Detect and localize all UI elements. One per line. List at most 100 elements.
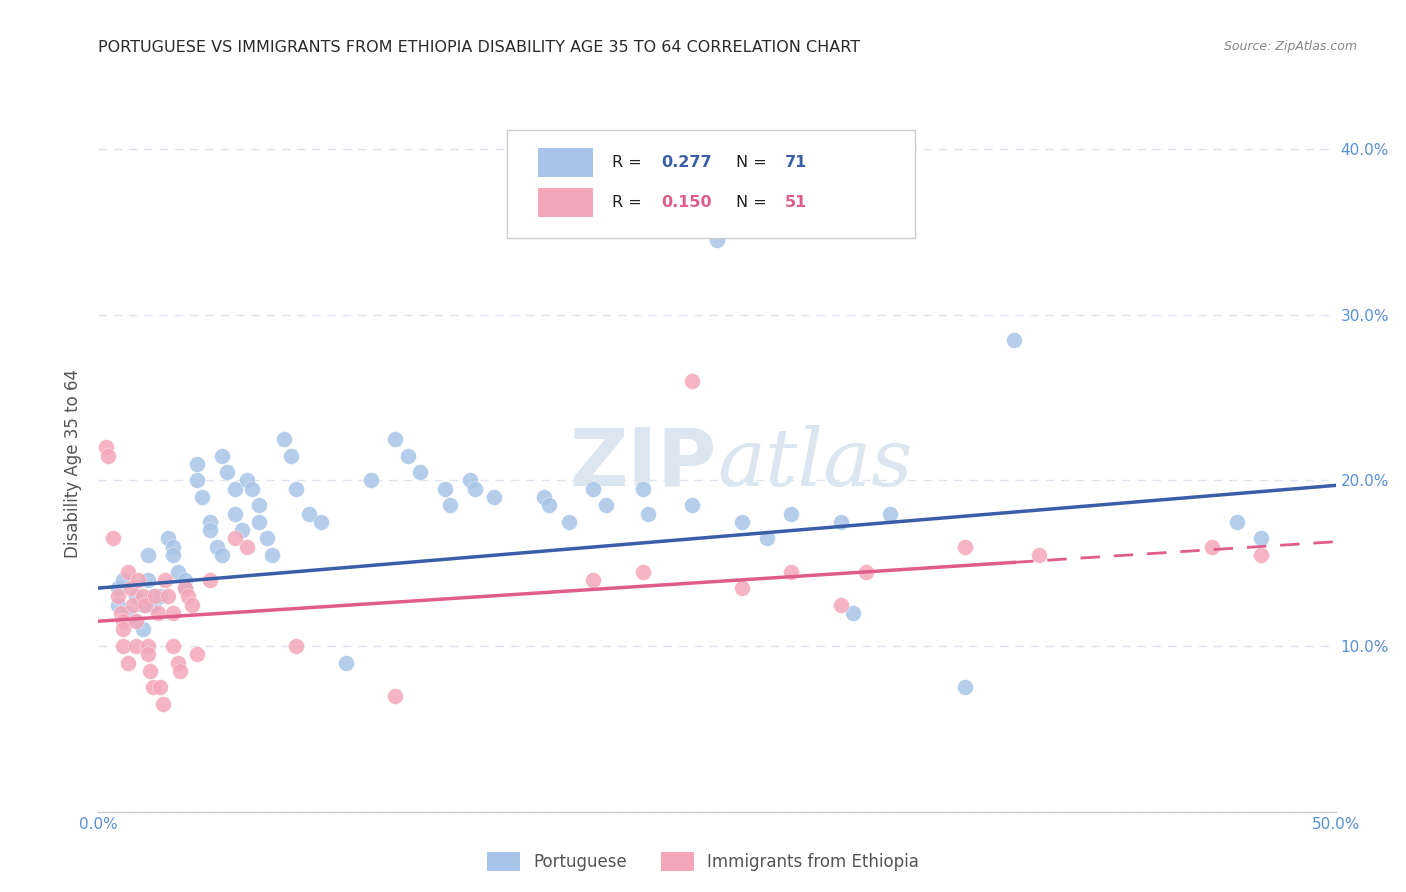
Point (142, 681, 165, 695)
Point (162, 606, 184, 620)
Point (112, 614, 135, 628)
Point (484, 490, 506, 504)
Point (174, 581, 197, 595)
Point (298, 507, 321, 521)
Point (537, 498, 560, 512)
Point (152, 697, 174, 711)
Text: N =: N = (735, 195, 772, 211)
Text: R =: R = (612, 155, 647, 170)
Point (132, 590, 155, 604)
Point (124, 614, 146, 628)
Point (139, 664, 162, 678)
Point (132, 623, 155, 637)
Point (830, 515, 852, 529)
Text: Source: ZipAtlas.com: Source: ZipAtlas.com (1223, 40, 1357, 54)
Point (110, 606, 132, 620)
Point (124, 614, 146, 628)
Point (1028, 548, 1050, 562)
Point (681, 498, 703, 512)
Point (124, 639, 146, 653)
Point (176, 590, 198, 604)
Point (224, 482, 246, 496)
Point (1250, 548, 1272, 562)
Point (631, 565, 654, 579)
Point (240, 482, 263, 496)
Point (439, 498, 461, 512)
Point (124, 590, 146, 604)
Point (166, 565, 188, 579)
Point (217, 465, 239, 479)
Point (582, 482, 605, 496)
Point (117, 606, 139, 620)
Point (247, 515, 270, 529)
Point (384, 432, 406, 446)
Point (582, 573, 605, 587)
Point (112, 623, 135, 637)
Point (247, 498, 270, 512)
Point (149, 681, 172, 695)
FancyBboxPatch shape (537, 148, 593, 178)
Point (533, 490, 555, 504)
Point (186, 474, 208, 488)
Point (273, 432, 295, 446)
Text: PORTUGUESE VS IMMIGRANTS FROM ETHIOPIA DISABILITY AGE 35 TO 64 CORRELATION CHART: PORTUGUESE VS IMMIGRANTS FROM ETHIOPIA D… (98, 40, 860, 55)
Point (464, 482, 486, 496)
Point (149, 590, 172, 604)
Point (731, 515, 754, 529)
Point (107, 590, 129, 604)
Point (285, 639, 308, 653)
Point (186, 457, 208, 471)
Point (198, 523, 221, 537)
Y-axis label: Disability Age 35 to 64: Disability Age 35 to 64 (65, 369, 83, 558)
Point (143, 590, 166, 604)
Point (174, 581, 197, 595)
Point (162, 548, 184, 562)
Point (107, 581, 129, 595)
Point (285, 482, 308, 496)
Point (136, 573, 159, 587)
Point (122, 598, 145, 612)
Point (156, 590, 179, 604)
Point (205, 540, 228, 554)
Point (166, 656, 188, 670)
Point (186, 648, 208, 662)
Point (360, 474, 382, 488)
Point (256, 532, 278, 546)
Point (631, 482, 654, 496)
Point (396, 449, 419, 463)
Text: 51: 51 (785, 195, 807, 211)
Point (211, 548, 233, 562)
Point (409, 465, 432, 479)
Point (169, 664, 191, 678)
Point (953, 681, 976, 695)
Point (1002, 333, 1025, 347)
FancyBboxPatch shape (506, 130, 915, 238)
Point (309, 515, 332, 529)
Point (830, 598, 852, 612)
Point (112, 639, 135, 653)
Point (136, 648, 159, 662)
Point (637, 507, 659, 521)
Point (1201, 540, 1223, 554)
Point (224, 507, 246, 521)
Point (162, 639, 184, 653)
Point (136, 639, 159, 653)
Point (780, 565, 803, 579)
Point (706, 233, 728, 247)
Point (1250, 532, 1272, 546)
Point (433, 482, 456, 496)
Point (198, 573, 221, 587)
Point (842, 606, 865, 620)
Point (146, 606, 169, 620)
Point (142, 598, 165, 612)
Point (103, 532, 125, 546)
Point (595, 498, 617, 512)
Point (117, 656, 139, 670)
Point (112, 573, 135, 587)
Point (236, 540, 259, 554)
Point (557, 515, 579, 529)
Point (280, 449, 302, 463)
Point (162, 540, 184, 554)
Point (879, 507, 901, 521)
Point (236, 474, 259, 488)
